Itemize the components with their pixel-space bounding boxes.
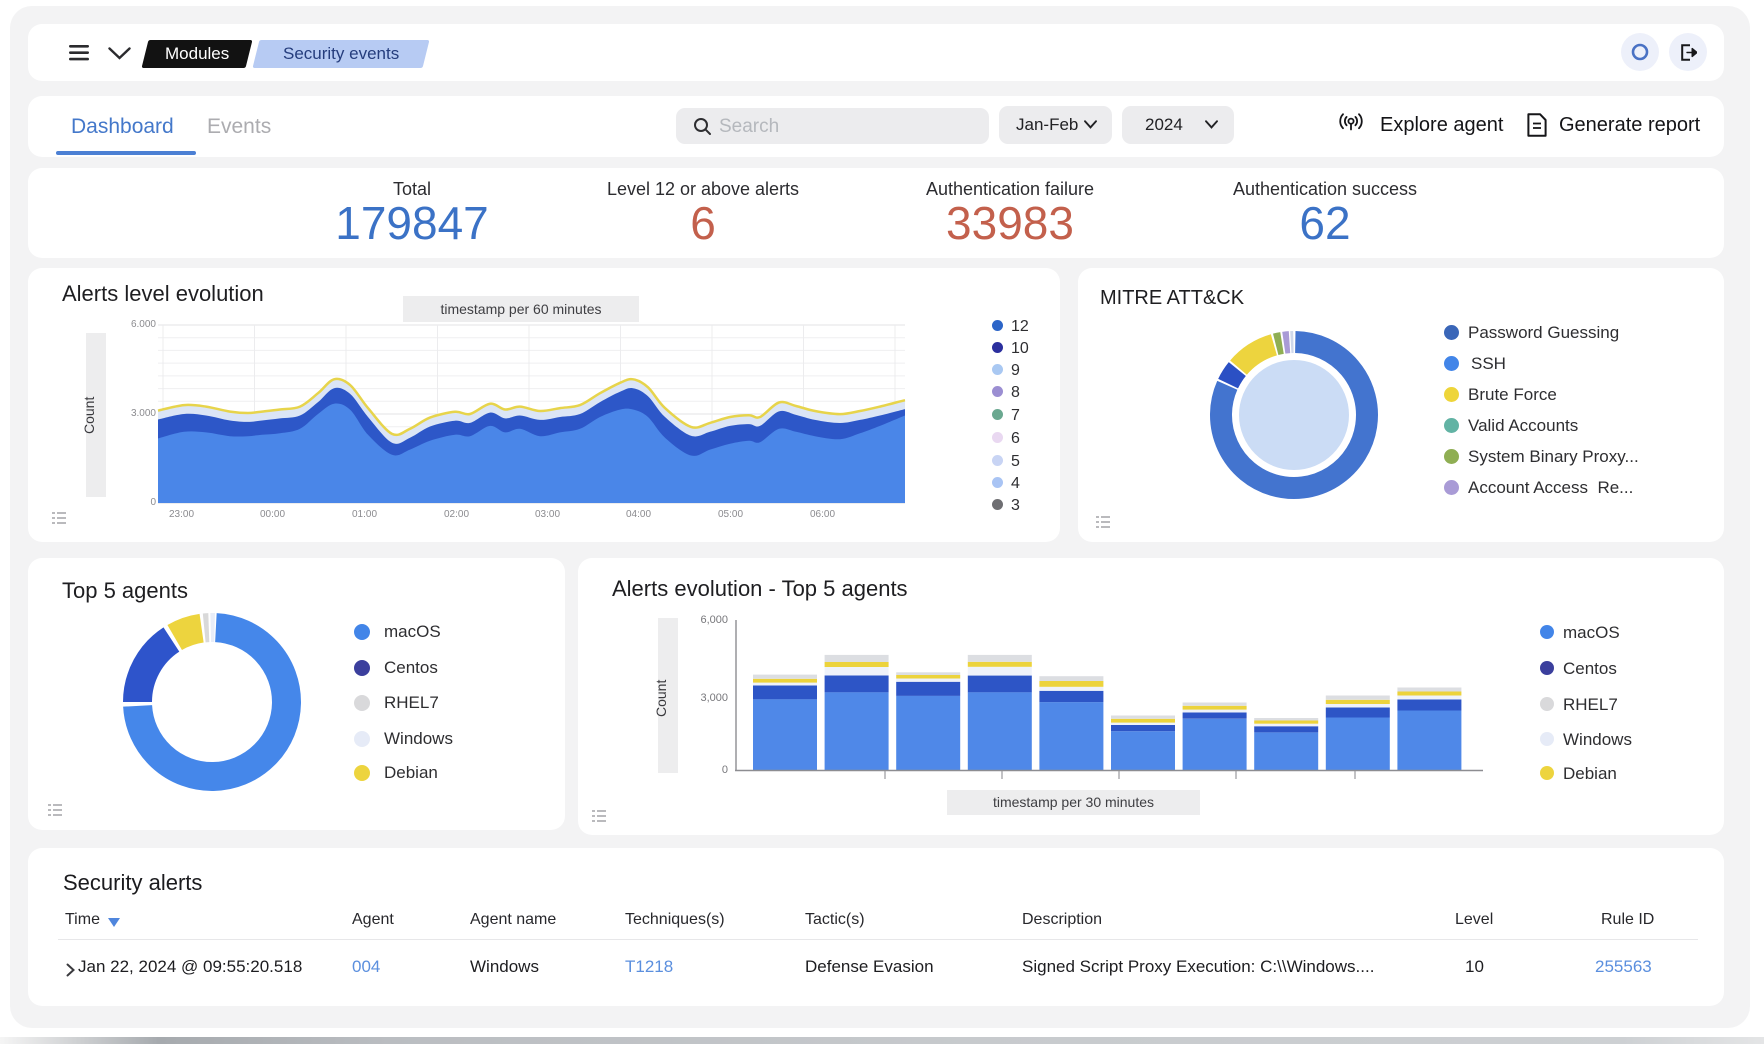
- svg-text:02:00: 02:00: [444, 509, 469, 520]
- svg-text:23:00: 23:00: [169, 509, 194, 520]
- svg-text:05:00: 05:00: [718, 509, 743, 520]
- svg-text:06:00: 06:00: [810, 509, 835, 520]
- svg-text:03:00: 03:00: [535, 509, 560, 520]
- svg-text:01:00: 01:00: [352, 509, 377, 520]
- svg-text:00:00: 00:00: [260, 509, 285, 520]
- svg-text:04:00: 04:00: [626, 509, 651, 520]
